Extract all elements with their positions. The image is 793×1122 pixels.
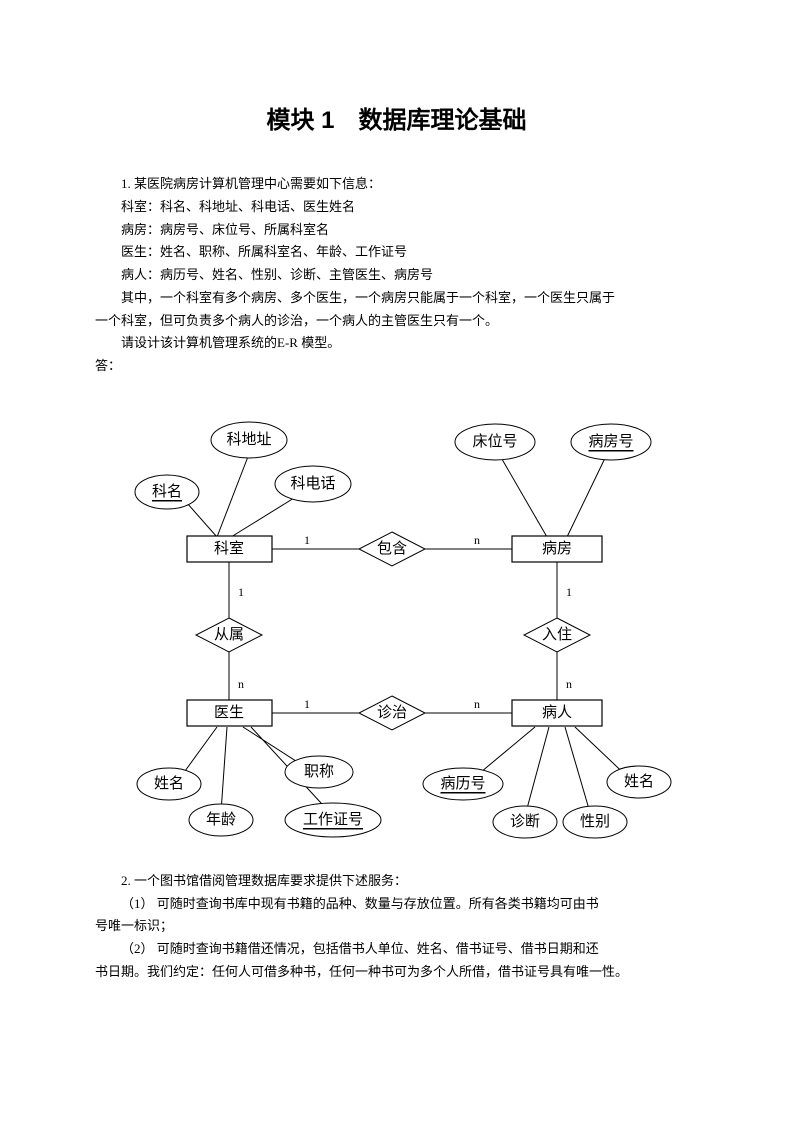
q2-line: （2） 可随时查询书籍借还情况，包括借书人单位、姓名、借书证号、借书日期和还 [95, 938, 698, 961]
card-label: 1 [238, 585, 244, 599]
question-1-text: 1. 某医院病房计算机管理中心需要如下信息： 科室：科名、科地址、科电话、医生姓… [95, 173, 698, 378]
entity-bingfang: 病房 [541, 540, 571, 557]
q1-line: 其中，一个科室有多个病房、多个医生，一个病房只能属于一个科室，一个医生只属于 [95, 287, 698, 310]
attr-bingfanghao: 病房号 [588, 433, 633, 450]
er-diagram: 1 n 1 n 1 n 1 n 包含 从属 入住 诊治 科室 病房 医生 [95, 392, 698, 852]
q1-line: 病人：病历号、姓名、性别、诊断、主管医生、病房号 [95, 264, 698, 287]
attr-kedizhi: 科地址 [226, 431, 271, 448]
entity-yisheng: 医生 [213, 704, 243, 721]
attr-xingming: 姓名 [623, 773, 653, 790]
card-label: 1 [304, 533, 310, 547]
answer-label: 答： [95, 355, 698, 378]
attr-xingming: 姓名 [153, 775, 183, 792]
card-label: 1 [566, 585, 572, 599]
entity-keshi: 科室 [213, 540, 243, 557]
q1-line: 请设计该计算机管理系统的E-R 模型。 [95, 332, 698, 355]
q1-line: 1. 某医院病房计算机管理中心需要如下信息： [95, 173, 698, 196]
entity-bingren: 病人 [541, 704, 571, 721]
attr-xingbie: 性别 [579, 813, 609, 830]
attr-gongzuozhenghao: 工作证号 [302, 811, 362, 828]
card-label: n [474, 533, 480, 547]
attr-binglihao: 病历号 [440, 775, 485, 792]
q1-line: 科室：科名、科地址、科电话、医生姓名 [95, 196, 698, 219]
attr-kedianhua: 科电话 [290, 475, 335, 492]
attr-keming: 科名 [151, 483, 181, 500]
page: 模块 1 数据库理论基础 1. 某医院病房计算机管理中心需要如下信息： 科室：科… [0, 0, 793, 1122]
q1-line: 医生：姓名、职称、所属科室名、年龄、工作证号 [95, 241, 698, 264]
rel-zhenzhi: 诊治 [376, 704, 406, 721]
card-label: n [566, 677, 572, 691]
q2-line: （1） 可随时查询书库中现有书籍的品种、数量与存放位置。所有各类书籍均可由书 [95, 893, 698, 916]
rel-baohan: 包含 [376, 540, 406, 557]
attr-nianling: 年龄 [205, 811, 235, 828]
card-label: n [474, 697, 480, 711]
question-2-text: 2. 一个图书馆借阅管理数据库要求提供下述服务： （1） 可随时查询书库中现有书… [95, 870, 698, 984]
attr-chuangweihao: 床位号 [472, 433, 517, 450]
attr-zhicheng: 职称 [303, 763, 333, 780]
q1-line: 一个科室，但可负责多个病人的诊治，一个病人的主管医生只有一个。 [95, 310, 698, 333]
q1-line: 病房：病房号、床位号、所属科室名 [95, 219, 698, 242]
q2-line: 号唯一标识； [95, 915, 698, 938]
q2-line: 2. 一个图书馆借阅管理数据库要求提供下述服务： [95, 870, 698, 893]
card-label: 1 [304, 697, 310, 711]
card-label: n [238, 677, 244, 691]
q2-line: 书日期。我们约定：任何人可借多种书，任何一种书可为多个人所借，借书证号具有唯一性… [95, 961, 698, 984]
page-title: 模块 1 数据库理论基础 [95, 100, 698, 135]
attr-zhenduan: 诊断 [509, 813, 539, 830]
rel-congshu: 从属 [213, 627, 243, 643]
rel-ruzhu: 入住 [541, 626, 571, 643]
